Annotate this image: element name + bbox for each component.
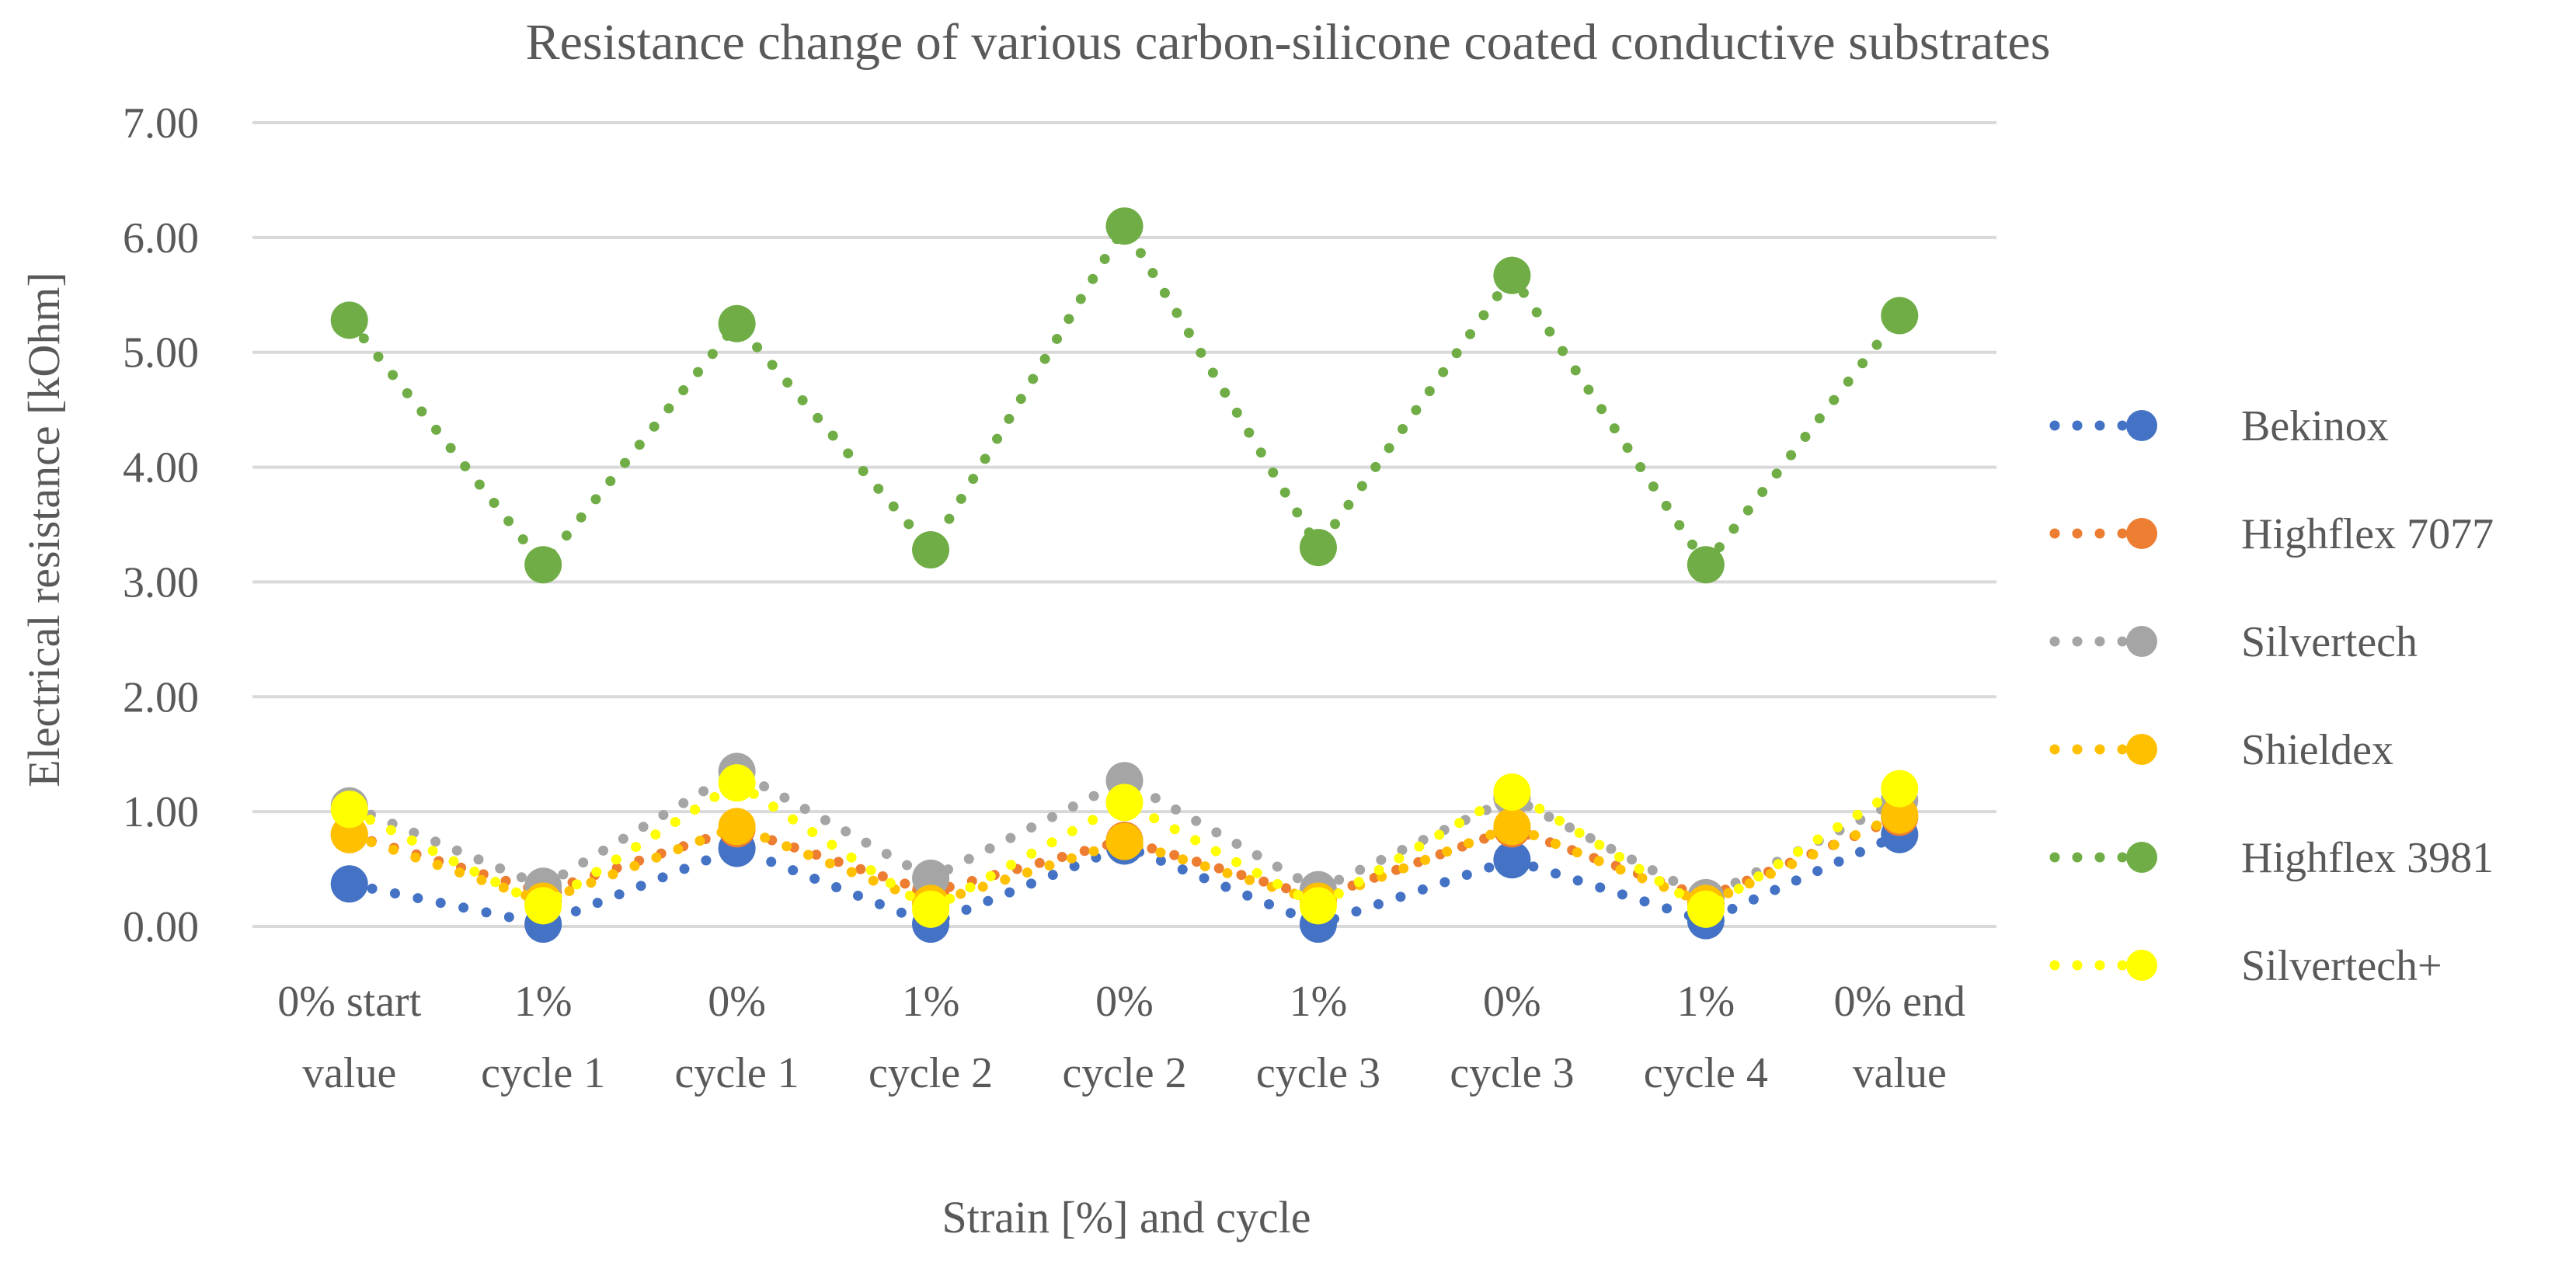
series-highflex-3981 [330, 207, 1919, 584]
x-tick-label: value [1853, 1049, 1947, 1097]
series-line [344, 810, 1905, 909]
y-axis-ticks: 0.00 1.00 2.00 3.00 4.00 5.00 6.00 7.00 [123, 99, 199, 951]
data-point [718, 304, 756, 342]
data-point [330, 301, 368, 339]
legend: Bekinox Highflex 7077 Silvertech Shieldex Hi… [2049, 402, 2494, 990]
data-point [330, 791, 368, 829]
x-tick-label: 0% [708, 978, 766, 1026]
data-point [1493, 841, 1531, 879]
x-tick-label: cycle 2 [869, 1049, 993, 1097]
data-point [1299, 887, 1337, 925]
y-tick-label: 3.00 [123, 558, 199, 606]
legend-label: Silvertech [2241, 618, 2418, 666]
legend-label: Shieldex [2241, 726, 2393, 774]
legend-marker [2126, 518, 2157, 549]
y-tick-label: 1.00 [123, 788, 199, 836]
y-tick-label: 7.00 [123, 99, 199, 148]
legend-marker [2126, 626, 2157, 657]
x-tick-label: cycle 1 [481, 1049, 605, 1097]
x-tick-label: 0% end [1834, 978, 1966, 1026]
data-point [1881, 796, 1919, 834]
legend-label: Highflex 7077 [2241, 510, 2494, 558]
x-tick-label: cycle 2 [1062, 1049, 1186, 1097]
series-silvertech- [330, 764, 1919, 928]
x-tick-label: 1% [902, 978, 960, 1026]
series-line [344, 829, 1905, 930]
x-tick-label: 0% [1095, 978, 1154, 1026]
data-point [718, 808, 756, 846]
y-tick-label: 2.00 [123, 673, 199, 721]
legend-label: Bekinox [2241, 402, 2389, 450]
data-point [1881, 297, 1919, 335]
data-point [1299, 529, 1337, 567]
legend-label: Highflex 3981 [2241, 834, 2494, 882]
data-point [1105, 207, 1144, 245]
x-axis-ticks: 0% start value 1% cycle 1 0% cycle 1 1% cycle 2… [277, 978, 1965, 1097]
legend-marker [2126, 842, 2157, 873]
legend-item: Silvertech+ [2049, 942, 2442, 990]
x-tick-label: 1% [514, 978, 573, 1026]
data-point [1105, 822, 1144, 860]
x-tick-label: 0% [1483, 978, 1541, 1026]
x-tick-label: 0% start [277, 978, 422, 1026]
chart-title: Resistance change of various carbon-sili… [526, 14, 2051, 71]
data-point [718, 764, 756, 802]
x-tick-label: cycle 4 [1644, 1049, 1768, 1097]
legend-item: Highflex 7077 [2049, 510, 2494, 558]
legend-item: Shieldex [2049, 726, 2393, 774]
legend-item: Silvertech [2049, 618, 2418, 666]
y-axis-label: Electrical resistance [kOhm] [19, 272, 69, 787]
x-tick-label: 1% [1677, 978, 1735, 1026]
data-point [912, 531, 950, 569]
y-tick-label: 0.00 [123, 903, 199, 951]
x-tick-label: cycle 1 [675, 1049, 799, 1097]
x-axis-label: Strain [%] and cycle [942, 1192, 1311, 1242]
data-point [524, 546, 562, 584]
legend-marker [2126, 734, 2157, 765]
legend-item: Highflex 3981 [2049, 834, 2494, 882]
x-tick-label: cycle 3 [1256, 1049, 1380, 1097]
series-line [344, 216, 1905, 574]
y-tick-label: 4.00 [123, 444, 199, 492]
legend-item: Bekinox [2049, 402, 2389, 450]
x-tick-label: cycle 3 [1450, 1049, 1574, 1097]
legend-marker [2126, 410, 2157, 441]
data-point [912, 890, 950, 928]
data-point [1105, 784, 1144, 822]
y-tick-label: 6.00 [123, 214, 199, 262]
data-point [1493, 256, 1531, 294]
y-tick-label: 5.00 [123, 329, 199, 377]
data-point [330, 865, 368, 903]
legend-marker [2126, 950, 2157, 981]
data-point [1881, 770, 1919, 808]
legend-label: Silvertech+ [2241, 942, 2442, 990]
x-tick-label: value [302, 1049, 396, 1097]
data-point [1493, 773, 1531, 811]
data-point [524, 887, 562, 925]
series-line [344, 777, 1905, 916]
data-point [1687, 546, 1725, 584]
x-tick-label: 1% [1290, 978, 1348, 1026]
data-point [1687, 890, 1725, 928]
data-point [1493, 808, 1531, 846]
series-layer [330, 207, 1919, 944]
